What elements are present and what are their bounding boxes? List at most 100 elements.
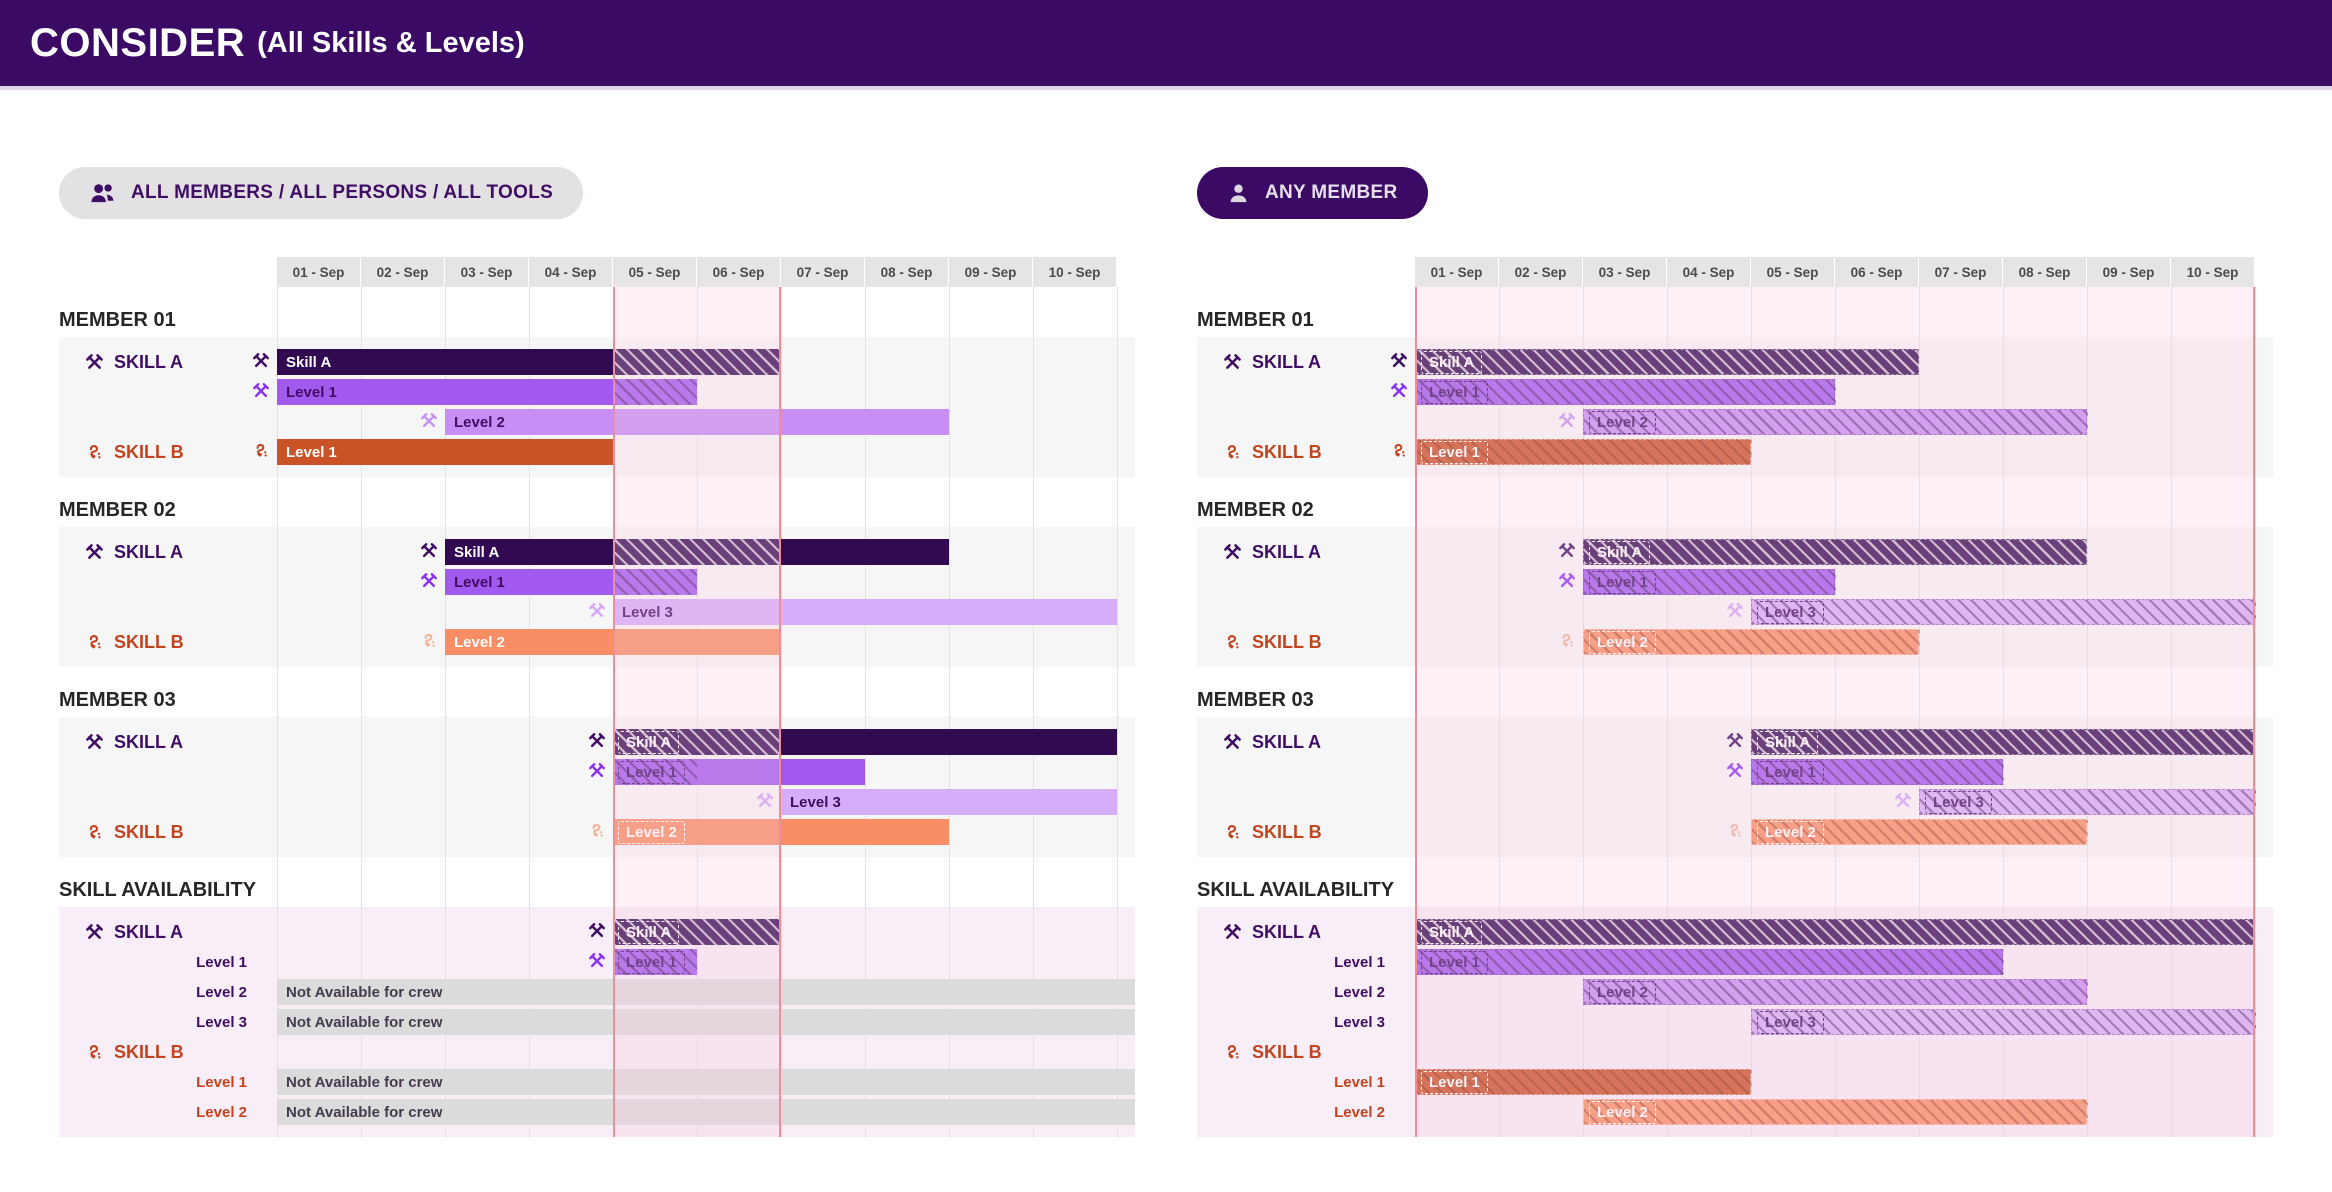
hatch-segment [1416,950,2004,974]
gantt-row: Level 3 [1197,787,2273,817]
gantt-row: SKILL B Level 2 [1197,817,2273,847]
bar-label: Level 2 [1589,630,1656,654]
row-cells: Not Available for crew [277,1097,1135,1127]
row-cells: Level 1 [1391,377,2273,407]
any-member-filter-button[interactable]: ANY MEMBER [1197,167,1428,219]
row-cells: Not Available for crew [277,977,1135,1007]
row-cells: Level 2 [1415,977,2273,1007]
gantt-row: SKILL B Level 2 [1197,627,2273,657]
hatch-segment [1752,1010,2256,1034]
hatch-segment [613,539,781,565]
hatch-segment [1584,570,1836,594]
date-cell: 01 - Sep [1415,257,1498,287]
hatch-segment [1416,440,1752,464]
tools-icon [1390,352,1408,370]
row-label: SKILL B [1197,632,1415,653]
bar-label: Level 1 [618,760,685,784]
date-cell: 03 - Sep [445,257,528,287]
hatch-segment [613,569,697,595]
gantt-row: Level 1 [1197,567,2273,597]
bar-label: Not Available for crew [286,1013,443,1031]
gantt-bar: Not Available for crew [277,979,1135,1005]
gantt-row: SKILL B Level 1 [59,437,1135,467]
gantt-row: Level 2 Not Available for crew [59,977,1135,1007]
pill-label: ANY MEMBER [1265,182,1398,203]
gantt-row: SKILL B Level 2 [59,817,1135,847]
gantt-bar: Level 2 [445,629,781,655]
row-cells: Level 2 [1415,1097,2273,1127]
gantt-bar: Not Available for crew [277,1069,1135,1095]
gantt-row: Level 1 Level 1 [1197,947,2273,977]
gantt-bar: Level 1 [613,759,865,785]
row-label: SKILL A [59,922,277,943]
gantt-row: Level 2 [1197,407,2273,437]
bar-label: Level 1 [286,383,337,401]
gantt-bar: Level 2 [1583,979,2088,1005]
row-cells: Level 3 [277,597,1135,627]
gantt-bar: Level 1 [1415,379,1836,405]
row-label: SKILL A [1197,352,1415,373]
hatch-segment [1416,350,1920,374]
gantt-bar: Level 3 [1919,789,2256,815]
row-label-text: SKILL B [1252,821,1322,842]
person-icon [1227,182,1250,205]
bar-label: Skill A [1757,730,1819,754]
bar-label: Level 3 [1757,1010,1824,1034]
gantt-row: SKILL B [1197,1037,2273,1067]
row-cells: Skill A [1415,727,2273,757]
row-cells: Level 2 [1415,407,2273,437]
row-cells: Level 1 [253,377,1135,407]
date-cell: 06 - Sep [697,257,780,287]
bar-label: Skill A [618,920,680,944]
section-block: SKILL A Skill A Level 1 Level 2 SKILL B Level… [59,337,1135,477]
row-label: SKILL A [1197,732,1415,753]
date-cell: 01 - Sep [277,257,360,287]
gantt-bar: Level 1 [277,439,613,465]
hose-icon [1390,442,1408,460]
gantt-bar: Level 2 [1583,1099,2088,1125]
row-label: Level 2 [59,984,277,1001]
gantt-chart-any-member: 01 - Sep 02 - Sep 03 - Sep 04 - Sep 05 - Sep… [1197,257,2273,1137]
row-label: SKILL A [59,732,277,753]
gantt-row: SKILL A Skill A [1197,727,2273,757]
row-cells: Level 1 [1394,437,2273,467]
row-label: Level 1 [59,1074,277,1091]
bar-label: Not Available for crew [286,1103,443,1121]
pill-label: ALL MEMBERS / ALL PERSONS / ALL TOOLS [131,182,554,203]
all-members-filter-button[interactable]: ALL MEMBERS / ALL PERSONS / ALL TOOLS [59,167,584,219]
row-cells: Level 1 [1415,567,2273,597]
tools-icon [1726,602,1744,620]
date-cell: 04 - Sep [1667,257,1750,287]
gantt-row: SKILL B Level 1 [1197,437,2273,467]
row-label: Level 2 [59,1104,277,1121]
section-title: MEMBER 02 [1197,499,1314,521]
hatch-segment [1752,820,2088,844]
row-cells: Level 3 [277,787,1135,817]
row-label-text: Level 2 [1334,1103,1385,1121]
tools-icon [1223,353,1242,372]
bar-label: Level 2 [618,820,685,844]
section-title: SKILL AVAILABILITY [1197,879,1395,901]
hose-icon [85,633,104,652]
bar-label: Level 3 [1757,600,1824,624]
row-label: Level 2 [1197,984,1415,1001]
row-label: Level 3 [59,1014,277,1031]
gantt-bar: Skill A [613,919,781,945]
hatch-segment [1416,1070,1752,1094]
gantt-bar: Level 3 [613,599,1117,625]
row-label-text: Level 1 [1334,953,1385,971]
gantt-bar: Skill A [1751,729,2256,755]
row-label-text: Level 2 [196,983,247,1001]
row-cells: Not Available for crew [277,1007,1135,1037]
gantt-bar: Skill A [1415,349,1920,375]
gantt-row: Level 1 [1197,757,2273,787]
tools-icon [1894,792,1912,810]
tools-icon [1726,732,1744,750]
hatch-segment [1584,540,2088,564]
tools-icon [85,353,104,372]
section-block: SKILL A Skill A Level 1 Level 1 Level 2 Level… [1197,907,2273,1137]
section-title: MEMBER 02 [59,499,176,521]
bar-label: Not Available for crew [286,1073,443,1091]
gantt-bar: Skill A [1415,919,2256,945]
date-cell: 05 - Sep [613,257,696,287]
